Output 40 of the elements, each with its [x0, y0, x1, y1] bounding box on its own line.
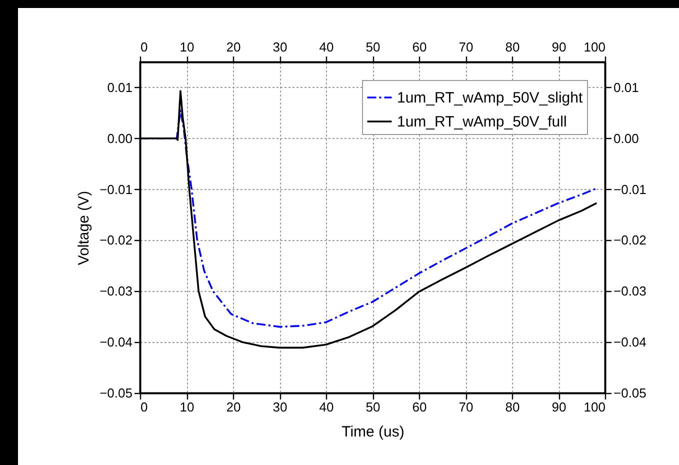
x-tick-label: 20 — [226, 400, 241, 414]
x-tick-label: 10 — [180, 400, 194, 414]
x-tick-label: 70 — [458, 400, 474, 414]
y-axis-title: Voltage (V) — [76, 190, 93, 266]
y-tick-label: 0.01 — [107, 80, 132, 95]
y2-tick-label: 0.01 — [614, 80, 639, 95]
legend-label: 1um_RT_wAmp_50V_full — [397, 114, 567, 130]
y2-tick-label: 0.00 — [614, 130, 639, 146]
x-tick-label: 0 — [140, 400, 148, 414]
y-tick-label: −0.05 — [100, 386, 132, 400]
y-tick-label: −0.04 — [100, 334, 132, 350]
y2-tick-label: −0.03 — [614, 284, 646, 299]
x2-tick-label: 100 — [584, 40, 606, 54]
x-tick-label: 100 — [584, 400, 606, 414]
x-tick-label: 50 — [366, 400, 380, 414]
x2-tick-label: 0 — [140, 40, 148, 54]
y-tick-label: −0.01 — [100, 182, 132, 197]
x-tick-label: 30 — [272, 400, 288, 414]
x-tick-label: 80 — [505, 400, 520, 414]
x2-tick-label: 50 — [366, 40, 380, 54]
y2-tick-label: −0.05 — [614, 386, 646, 400]
y-tick-label: 0.00 — [107, 130, 132, 146]
legend-label: 1um_RT_wAmp_50V_slight — [397, 90, 584, 106]
x2-tick-label: 90 — [552, 40, 566, 54]
y2-tick-label: −0.01 — [614, 182, 646, 197]
x2-tick-label: 30 — [272, 40, 288, 54]
x2-tick-label: 20 — [226, 40, 241, 54]
x2-tick-label: 70 — [458, 40, 474, 54]
x-tick-label: 40 — [319, 400, 334, 414]
y-tick-label: −0.03 — [100, 284, 132, 299]
x-axis-title: Time (us) — [342, 424, 404, 440]
x2-tick-label: 80 — [505, 40, 520, 54]
x-tick-label: 60 — [412, 400, 427, 414]
y2-tick-label: −0.04 — [614, 334, 646, 350]
y2-tick-label: −0.02 — [614, 232, 646, 248]
x2-tick-label: 10 — [180, 40, 194, 54]
x-tick-label: 90 — [552, 400, 566, 414]
y-tick-label: −0.02 — [100, 232, 132, 248]
x2-tick-label: 40 — [319, 40, 334, 54]
x2-tick-label: 60 — [412, 40, 427, 54]
